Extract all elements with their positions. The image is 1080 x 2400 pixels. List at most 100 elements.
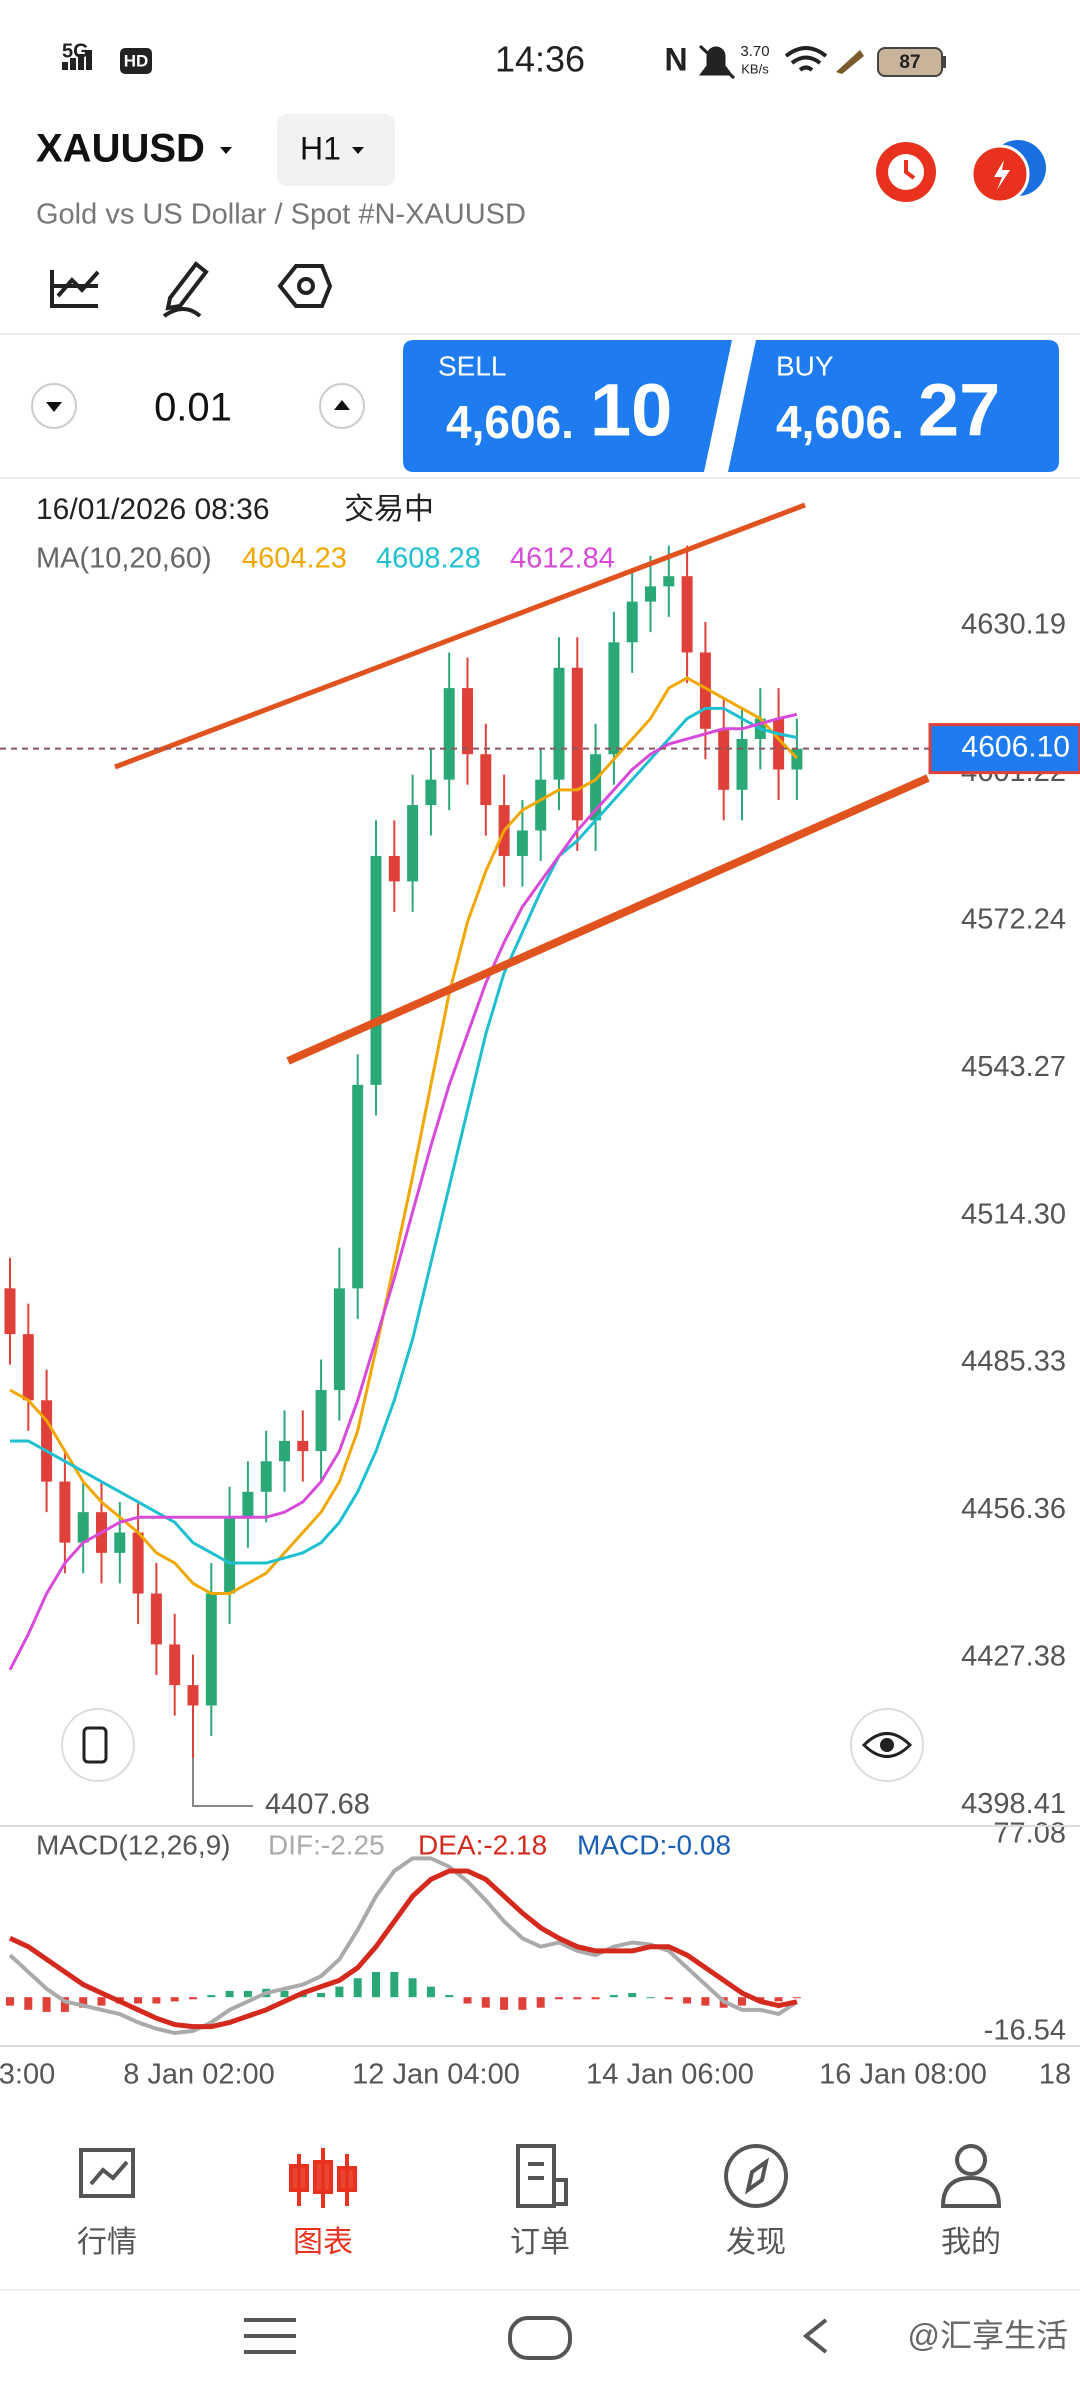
- sell-label: SELL: [438, 350, 507, 381]
- candle-body: [169, 1644, 181, 1686]
- buy-button[interactable]: [728, 340, 1059, 472]
- candle-body: [132, 1532, 144, 1594]
- signal-icon: [86, 50, 92, 70]
- wifi-icon: [784, 46, 828, 72]
- candle-body: [205, 1593, 217, 1706]
- sell-button[interactable]: [403, 340, 732, 472]
- candle-body: [480, 754, 492, 806]
- candle-body: [114, 1532, 126, 1553]
- macd-bar: [628, 1992, 637, 1998]
- macd-bar: [170, 1997, 179, 2002]
- nav-icon[interactable]: [940, 2144, 1002, 2208]
- macd-bar: [42, 1997, 51, 2012]
- macd-bar: [408, 1978, 417, 1998]
- dea-label: DEA:-2.18: [418, 1829, 547, 1860]
- nav-label[interactable]: 行情: [77, 2226, 137, 2259]
- x-tick-label: 18: [1039, 2059, 1071, 2091]
- macd-bar: [609, 1995, 618, 1998]
- sell-price-dec: 10: [590, 369, 672, 452]
- nav-icon[interactable]: [289, 2148, 357, 2208]
- symbol-dropdown[interactable]: [220, 147, 232, 154]
- low-marker-line: [192, 1757, 253, 1807]
- signal-icon: [78, 54, 84, 70]
- candle-body: [150, 1593, 162, 1645]
- timeframe-button[interactable]: [277, 114, 395, 186]
- draw-tool[interactable]: [162, 261, 209, 318]
- candle-body: [663, 576, 675, 587]
- object-tool[interactable]: [277, 264, 333, 308]
- y-tick-label: 4456.36: [961, 1493, 1066, 1525]
- moving-average: [8, 712, 798, 1671]
- candle-body: [791, 748, 803, 770]
- rotate-icon: [82, 1726, 108, 1764]
- trend-line-upper[interactable]: [114, 502, 806, 770]
- candle-body: [462, 688, 473, 755]
- candle-body: [187, 1685, 199, 1706]
- y-tick-label: 4514.30: [961, 1198, 1066, 1230]
- y-tick-label: 4630.19: [961, 609, 1066, 641]
- nav-label[interactable]: 图表: [293, 2226, 353, 2259]
- macd-bar: [481, 1997, 490, 2008]
- description: Gold vs US Dollar / Spot #N-XAUUSD: [36, 199, 526, 231]
- macd-bar: [79, 1997, 88, 2008]
- x-tick-label: 14 Jan 06:00: [586, 2059, 754, 2091]
- y-tick-label: 4427.38: [961, 1640, 1066, 1672]
- bolt: [994, 160, 1010, 190]
- macd-bar: [445, 1995, 454, 1998]
- menu-key[interactable]: [244, 2318, 296, 2354]
- nav-icon[interactable]: [724, 2144, 788, 2208]
- clock-hand: [904, 160, 916, 180]
- candle-body: [77, 1512, 89, 1543]
- buy-price-dec: 27: [918, 369, 1000, 452]
- nav-label[interactable]: 订单: [510, 2226, 570, 2259]
- moving-average: [10, 706, 798, 1565]
- back-key[interactable]: [802, 2318, 828, 2354]
- macd-bar: [152, 1997, 161, 2004]
- macd-bar: [683, 1997, 692, 2004]
- macd-bar: [390, 1971, 399, 1998]
- macd-bar: [317, 1992, 326, 1998]
- market-status: 交易中: [344, 493, 434, 526]
- macd-bar: [353, 1978, 362, 1998]
- y-tick-label: 4398.41: [961, 1788, 1066, 1820]
- nav-icon[interactable]: [79, 2148, 135, 2198]
- chart-timestamp: 16/01/2026 08:36: [36, 493, 270, 526]
- net-speed: 3.70: [740, 43, 769, 60]
- macd-bar: [335, 1986, 344, 1998]
- macd-bar: [463, 1997, 472, 2004]
- ma10-value: 4604.23: [242, 543, 347, 575]
- x-tick-label: 8 Jan 02:00: [123, 2059, 275, 2091]
- macd-bar: [225, 1990, 234, 1998]
- y-tick-label: 4485.33: [961, 1346, 1066, 1378]
- macd-value-label: MACD:-0.08: [577, 1829, 731, 1860]
- trend-line-lower[interactable]: [286, 774, 930, 1065]
- dif-line: [8, 1856, 799, 2035]
- macd-tick-label: 77.08: [993, 1818, 1066, 1850]
- macd-bar: [792, 1997, 801, 1999]
- hd: HD: [124, 51, 149, 70]
- macd-label: MACD(12,26,9): [36, 1829, 231, 1860]
- volume[interactable]: 0.01: [154, 386, 232, 430]
- macd-bar: [60, 1997, 69, 2012]
- y-tick-label: 4543.27: [961, 1051, 1066, 1083]
- indicator-tool[interactable]: [50, 270, 100, 308]
- macd-bar: [738, 1997, 746, 2006]
- nav-icon[interactable]: [516, 2144, 568, 2208]
- macd-bar: [774, 1997, 783, 2002]
- signal-icon: [62, 62, 68, 70]
- candle-body: [571, 667, 583, 821]
- x-tick-label: 16 Jan 08:00: [819, 2059, 987, 2091]
- ma20-value: 4608.28: [376, 543, 481, 575]
- macd-bar: [372, 1971, 380, 1998]
- candle-body: [425, 779, 437, 806]
- nav-label[interactable]: 我的: [941, 2226, 1001, 2259]
- symbol[interactable]: XAUUSD: [36, 127, 205, 171]
- rotate-button[interactable]: [61, 1708, 135, 1782]
- nav-label[interactable]: 发现: [726, 2226, 786, 2259]
- x-tick-label: 3:00: [0, 2059, 55, 2091]
- timeframe[interactable]: H1: [300, 130, 341, 166]
- home-key[interactable]: [508, 2316, 572, 2360]
- candle-body: [516, 830, 528, 856]
- macd-bar: [6, 1997, 14, 2006]
